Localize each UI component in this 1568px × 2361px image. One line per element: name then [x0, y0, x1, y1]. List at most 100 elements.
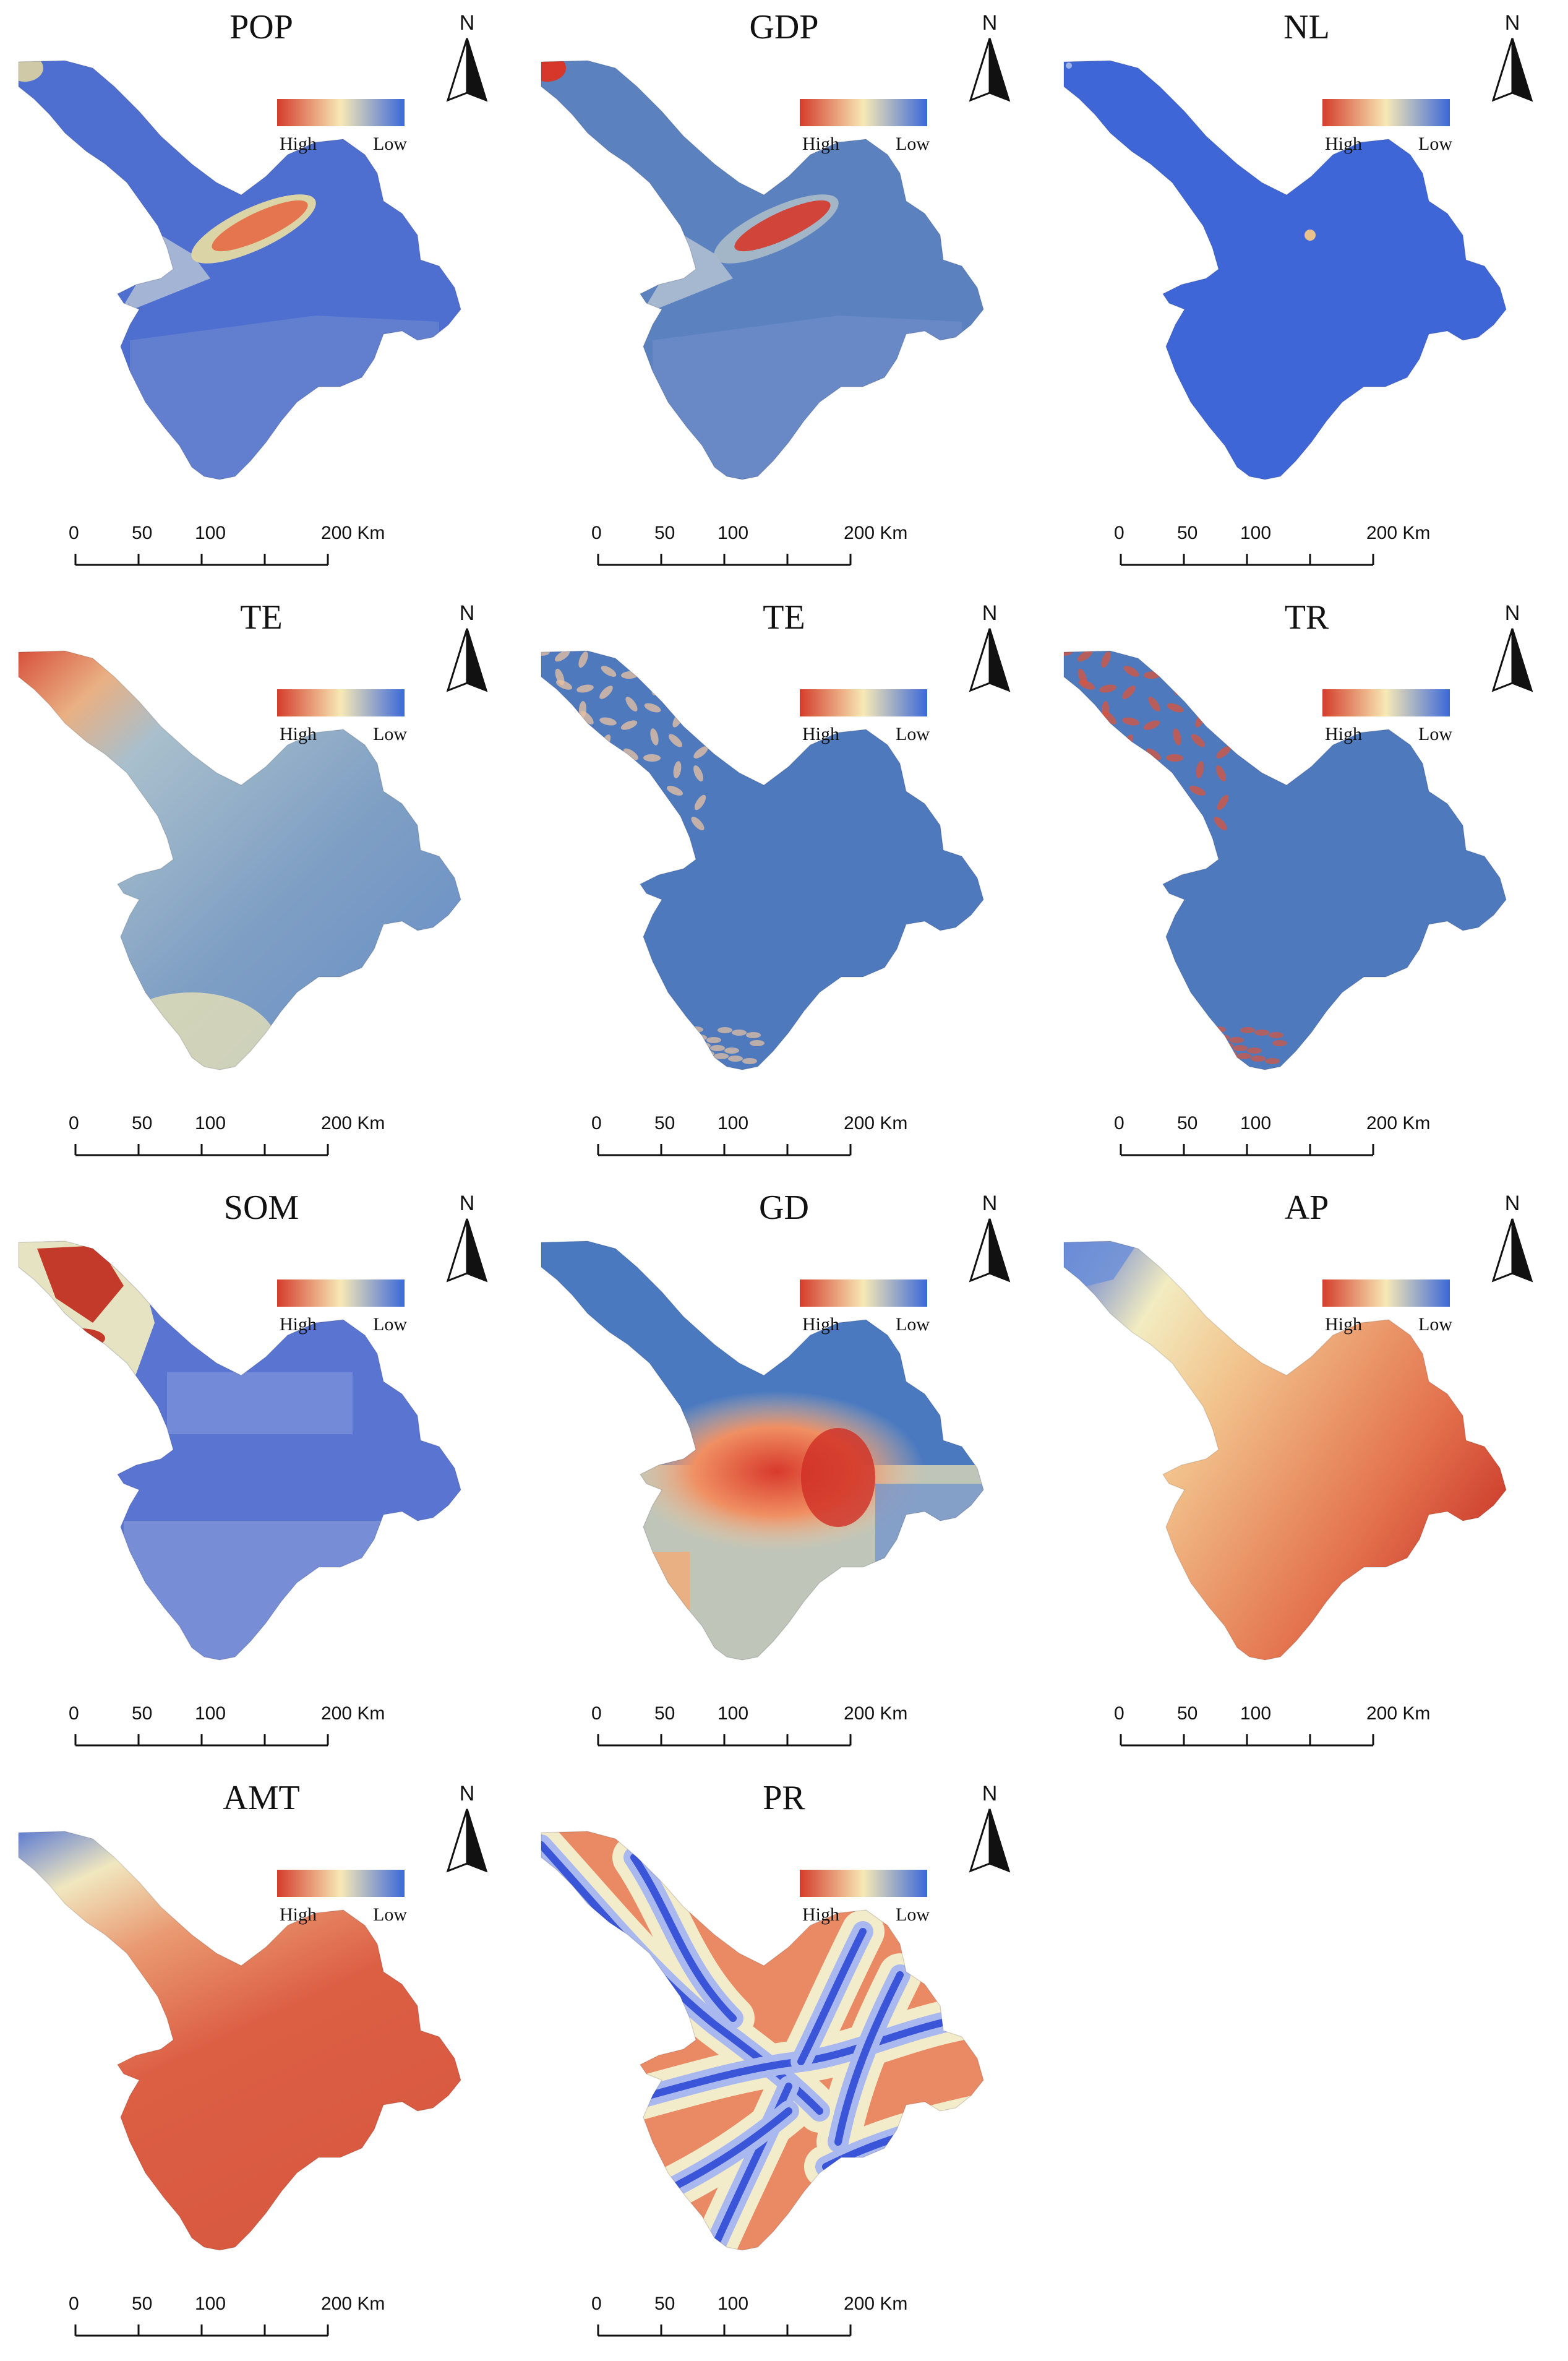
scale-tick-label: 50 — [132, 1703, 153, 1724]
legend: High Low — [800, 1870, 930, 1925]
north-arrow: N — [433, 1782, 501, 1878]
panel-title: GD — [759, 1189, 809, 1227]
scale-bar-line — [74, 554, 329, 566]
north-arrow: N — [433, 11, 501, 107]
legend-low-label: Low — [896, 1904, 930, 1925]
legend-low-label: Low — [1418, 134, 1452, 154]
scale-tick-label: 100 — [195, 1703, 226, 1724]
north-arrow: N — [1478, 11, 1546, 107]
scale-tick-label: 100 — [718, 1703, 749, 1724]
scale-tick-label: 50 — [654, 1703, 675, 1724]
scale-bar: 0 50 100 200 Km — [591, 523, 919, 572]
scale-bar: 0 50 100 200 Km — [69, 1113, 396, 1163]
legend-high-label: High — [1325, 134, 1362, 154]
legend-color-ramp — [277, 1279, 405, 1307]
map-area — [1052, 640, 1546, 1113]
legend-color-ramp — [1322, 99, 1450, 126]
scale-tick-label: 200 Km — [321, 523, 385, 543]
scale-bar: 0 50 100 200 Km — [591, 1703, 919, 1753]
panel-title: AMT — [223, 1779, 300, 1817]
legend-high-label: High — [280, 724, 317, 744]
legend-color-ramp — [277, 1870, 405, 1897]
map-panel: POP N High Low 0 50 100 200 Km — [0, 0, 523, 590]
north-arrow-icon — [446, 1218, 488, 1283]
scale-tick-label: 50 — [1177, 1703, 1198, 1724]
scale-tick-label: 100 — [1240, 1703, 1272, 1724]
scale-bar-line — [74, 1144, 329, 1156]
scale-tick-label: 50 — [654, 523, 675, 543]
legend-low-label: Low — [373, 134, 407, 154]
scale-tick-label: 200 Km — [844, 1703, 908, 1724]
north-arrow: N — [956, 11, 1024, 107]
scale-tick-label: 0 — [69, 2294, 79, 2314]
map-pop-0 — [18, 60, 461, 480]
map-te-4 — [541, 650, 984, 1070]
scale-tick-label: 0 — [591, 1113, 602, 1133]
scale-tick-label: 200 Km — [321, 1703, 385, 1724]
north-arrow-icon — [446, 38, 488, 102]
map-gdp-1 — [541, 60, 984, 480]
scale-tick-label: 200 Km — [844, 1113, 908, 1133]
legend-high-label: High — [1325, 1314, 1362, 1335]
legend: High Low — [277, 1279, 407, 1335]
legend-color-ramp — [1322, 1279, 1450, 1307]
legend-color-ramp — [800, 1870, 927, 1897]
scale-bar: 0 50 100 200 Km — [1114, 1703, 1441, 1753]
legend-high-label: High — [802, 1314, 839, 1335]
panel-title: PR — [763, 1779, 805, 1817]
legend-color-ramp — [800, 99, 927, 126]
panel-title: POP — [229, 8, 293, 46]
scale-tick-label: 0 — [69, 1113, 79, 1133]
panel-title: NL — [1283, 8, 1330, 46]
map-amt-9 — [18, 1831, 461, 2251]
scale-bar: 0 50 100 200 Km — [591, 2294, 919, 2343]
legend: High Low — [1322, 689, 1452, 745]
legend: High Low — [800, 99, 930, 155]
map-panel: TE N High Low 0 50 100 200 Km — [0, 590, 523, 1180]
legend-low-label: Low — [373, 724, 407, 744]
scale-tick-label: 100 — [195, 2294, 226, 2314]
legend: High Low — [800, 689, 930, 745]
map-ap-8 — [1063, 1241, 1507, 1661]
legend-low-label: Low — [1418, 1314, 1452, 1335]
scale-tick-label: 100 — [718, 2294, 749, 2314]
map-panel: GDP N High Low 0 50 100 200 Km — [523, 0, 1045, 590]
legend-high-label: High — [280, 1314, 317, 1335]
scale-tick-label: 100 — [718, 523, 749, 543]
legend: High Low — [1322, 99, 1452, 155]
north-arrow-icon — [969, 38, 1011, 102]
scale-bar-line — [74, 2324, 329, 2337]
map-panel: SOM N High Low 0 50 100 200 Km — [0, 1180, 523, 1771]
map-panel: TE N High Low 0 50 100 200 Km — [523, 590, 1045, 1180]
scale-tick-label: 50 — [132, 1113, 153, 1133]
map-tr-5 — [1063, 650, 1507, 1070]
panel-title: SOM — [223, 1189, 299, 1227]
map-panel: GD N High Low 0 50 100 200 Km — [523, 1180, 1045, 1771]
north-label: N — [982, 11, 998, 35]
legend: High Low — [277, 99, 407, 155]
north-label: N — [1504, 601, 1520, 625]
map-area — [529, 49, 1024, 523]
scale-tick-label: 0 — [591, 2294, 602, 2314]
scale-tick-label: 200 Km — [1366, 1703, 1431, 1724]
map-panel: TR N High Low 0 50 100 200 Km — [1045, 590, 1568, 1180]
map-area — [529, 1230, 1024, 1703]
map-area — [6, 1820, 501, 2294]
scale-tick-label: 0 — [591, 1703, 602, 1724]
legend: High Low — [800, 1279, 930, 1335]
scale-tick-label: 200 Km — [844, 2294, 908, 2314]
scale-bar-line — [74, 1734, 329, 1747]
scale-bar-line — [597, 1144, 852, 1156]
north-label: N — [459, 601, 475, 625]
map-panel: PR N High Low 0 50 100 200 Km — [523, 1771, 1045, 2361]
north-arrow-icon — [1491, 1218, 1533, 1283]
north-label: N — [982, 601, 998, 625]
scale-bar: 0 50 100 200 Km — [69, 2294, 396, 2343]
scale-bar: 0 50 100 200 Km — [69, 523, 396, 572]
north-label: N — [459, 1782, 475, 1805]
legend-color-ramp — [800, 1279, 927, 1307]
north-arrow-icon — [969, 1808, 1011, 1873]
legend-high-label: High — [802, 134, 839, 154]
panel-title: TE — [240, 598, 283, 637]
